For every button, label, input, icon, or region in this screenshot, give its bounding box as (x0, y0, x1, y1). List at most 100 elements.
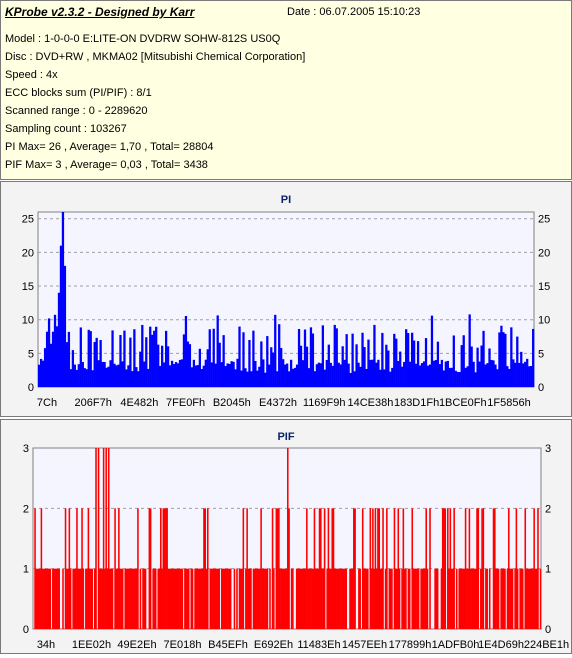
pif-bar (101, 568, 104, 629)
pif-bar (434, 568, 436, 629)
pif-x-tick-label: 177899h (389, 639, 432, 651)
pif-bar (467, 568, 469, 629)
pi-bar (478, 361, 481, 387)
pif-bar (420, 568, 422, 629)
pif-bar (125, 568, 128, 629)
pif-bar (440, 568, 443, 629)
pif-bar (106, 568, 109, 629)
pi-bar (484, 364, 487, 387)
pif-bar (261, 568, 264, 629)
pi-bar (264, 372, 267, 387)
pif-bar (114, 508, 116, 629)
pi-bar (151, 334, 154, 387)
pi-bar (250, 371, 253, 387)
pi-bar (210, 362, 213, 387)
pif-bar (46, 568, 49, 629)
pif-bar (389, 568, 392, 629)
pi-x-tick-label: 1169F9h (303, 397, 346, 409)
pif-bar (167, 568, 170, 629)
pi-x-tick-label: 7Ch (37, 397, 57, 409)
pif-bar (276, 508, 279, 629)
pi-bar (186, 341, 190, 387)
pif-x-tick-label: 1ADFB0h (432, 639, 480, 651)
pif-bar (233, 568, 236, 629)
pif-bar (115, 568, 118, 629)
pi-bar (278, 324, 281, 387)
pi-bar (145, 337, 148, 387)
pi-bar (301, 360, 305, 387)
pif-bar (443, 508, 445, 629)
pif-bar (370, 568, 373, 629)
pi-bar (524, 361, 527, 387)
pi-bar (260, 341, 263, 387)
pif-bar (111, 568, 114, 629)
pif-bar (86, 568, 88, 629)
pif-bar (285, 568, 288, 629)
pi-bar (510, 327, 513, 387)
pif-bar (504, 568, 506, 629)
pif-bar (397, 508, 400, 629)
pi-bar (514, 362, 517, 387)
pif-bar (459, 568, 462, 629)
pif-bar (486, 568, 488, 629)
pi-bar (401, 366, 404, 387)
pi-bar (355, 344, 358, 387)
pi-bar (379, 369, 382, 387)
pi-bar (272, 352, 275, 387)
pif-bar (316, 568, 318, 629)
pif-bar (57, 568, 59, 629)
pif-bar (502, 568, 505, 629)
pi-bar (157, 344, 160, 387)
pif-bar (110, 568, 113, 629)
pi-y-tick-label-right: 5 (538, 348, 544, 360)
pif-bar (55, 568, 58, 629)
pi-bar (67, 331, 71, 387)
pi-bar (182, 334, 186, 387)
pif-bar (424, 568, 426, 629)
pif-bar (81, 508, 83, 629)
pif-bar (209, 568, 212, 629)
pi-bar (286, 363, 289, 387)
pi-bar (436, 341, 440, 387)
pi-bar (61, 212, 65, 387)
pif-bar (516, 568, 519, 629)
pi-y-tick-label: 15 (22, 281, 34, 293)
pi-bar (77, 364, 80, 387)
pif-bar (377, 508, 379, 629)
pif-bar (222, 568, 224, 629)
pif-bar (414, 568, 416, 629)
pif-bar (76, 508, 78, 629)
pif-bar (520, 568, 523, 629)
pif-bar (354, 508, 356, 629)
pif-bar (322, 568, 325, 629)
pi-x-tick-label: B2045h (213, 397, 251, 409)
pif-bar (318, 508, 321, 629)
pi-bar (133, 329, 136, 387)
pi-bar (452, 335, 455, 387)
pi-bar (121, 361, 124, 387)
pi-bar (305, 346, 309, 387)
pif-bar (166, 508, 168, 629)
scanned-range-line: Scanned range : 0 - 2289620 (5, 105, 148, 117)
pif-bar (87, 508, 90, 629)
pif-bar (515, 508, 518, 629)
pif-bar (93, 568, 96, 629)
pi-bar (248, 340, 251, 387)
pif-bar (191, 568, 194, 629)
pif-bar (320, 508, 322, 629)
pi-bar (500, 325, 503, 387)
pif-bar (248, 568, 251, 629)
pif-bar (425, 508, 427, 629)
pi-y-tick-label: 20 (22, 247, 34, 259)
pif-bar (266, 568, 269, 629)
pif-bar (480, 568, 482, 629)
pif-y-tick-label: 2 (23, 503, 29, 515)
pi-bar (518, 362, 521, 387)
pif-bar (58, 568, 60, 629)
pif-bar (163, 508, 166, 629)
pif-bar (280, 568, 283, 629)
pif-bar (213, 568, 215, 629)
pif-bar (74, 568, 77, 629)
pi-bar (49, 343, 53, 387)
pi-bar (95, 337, 98, 387)
